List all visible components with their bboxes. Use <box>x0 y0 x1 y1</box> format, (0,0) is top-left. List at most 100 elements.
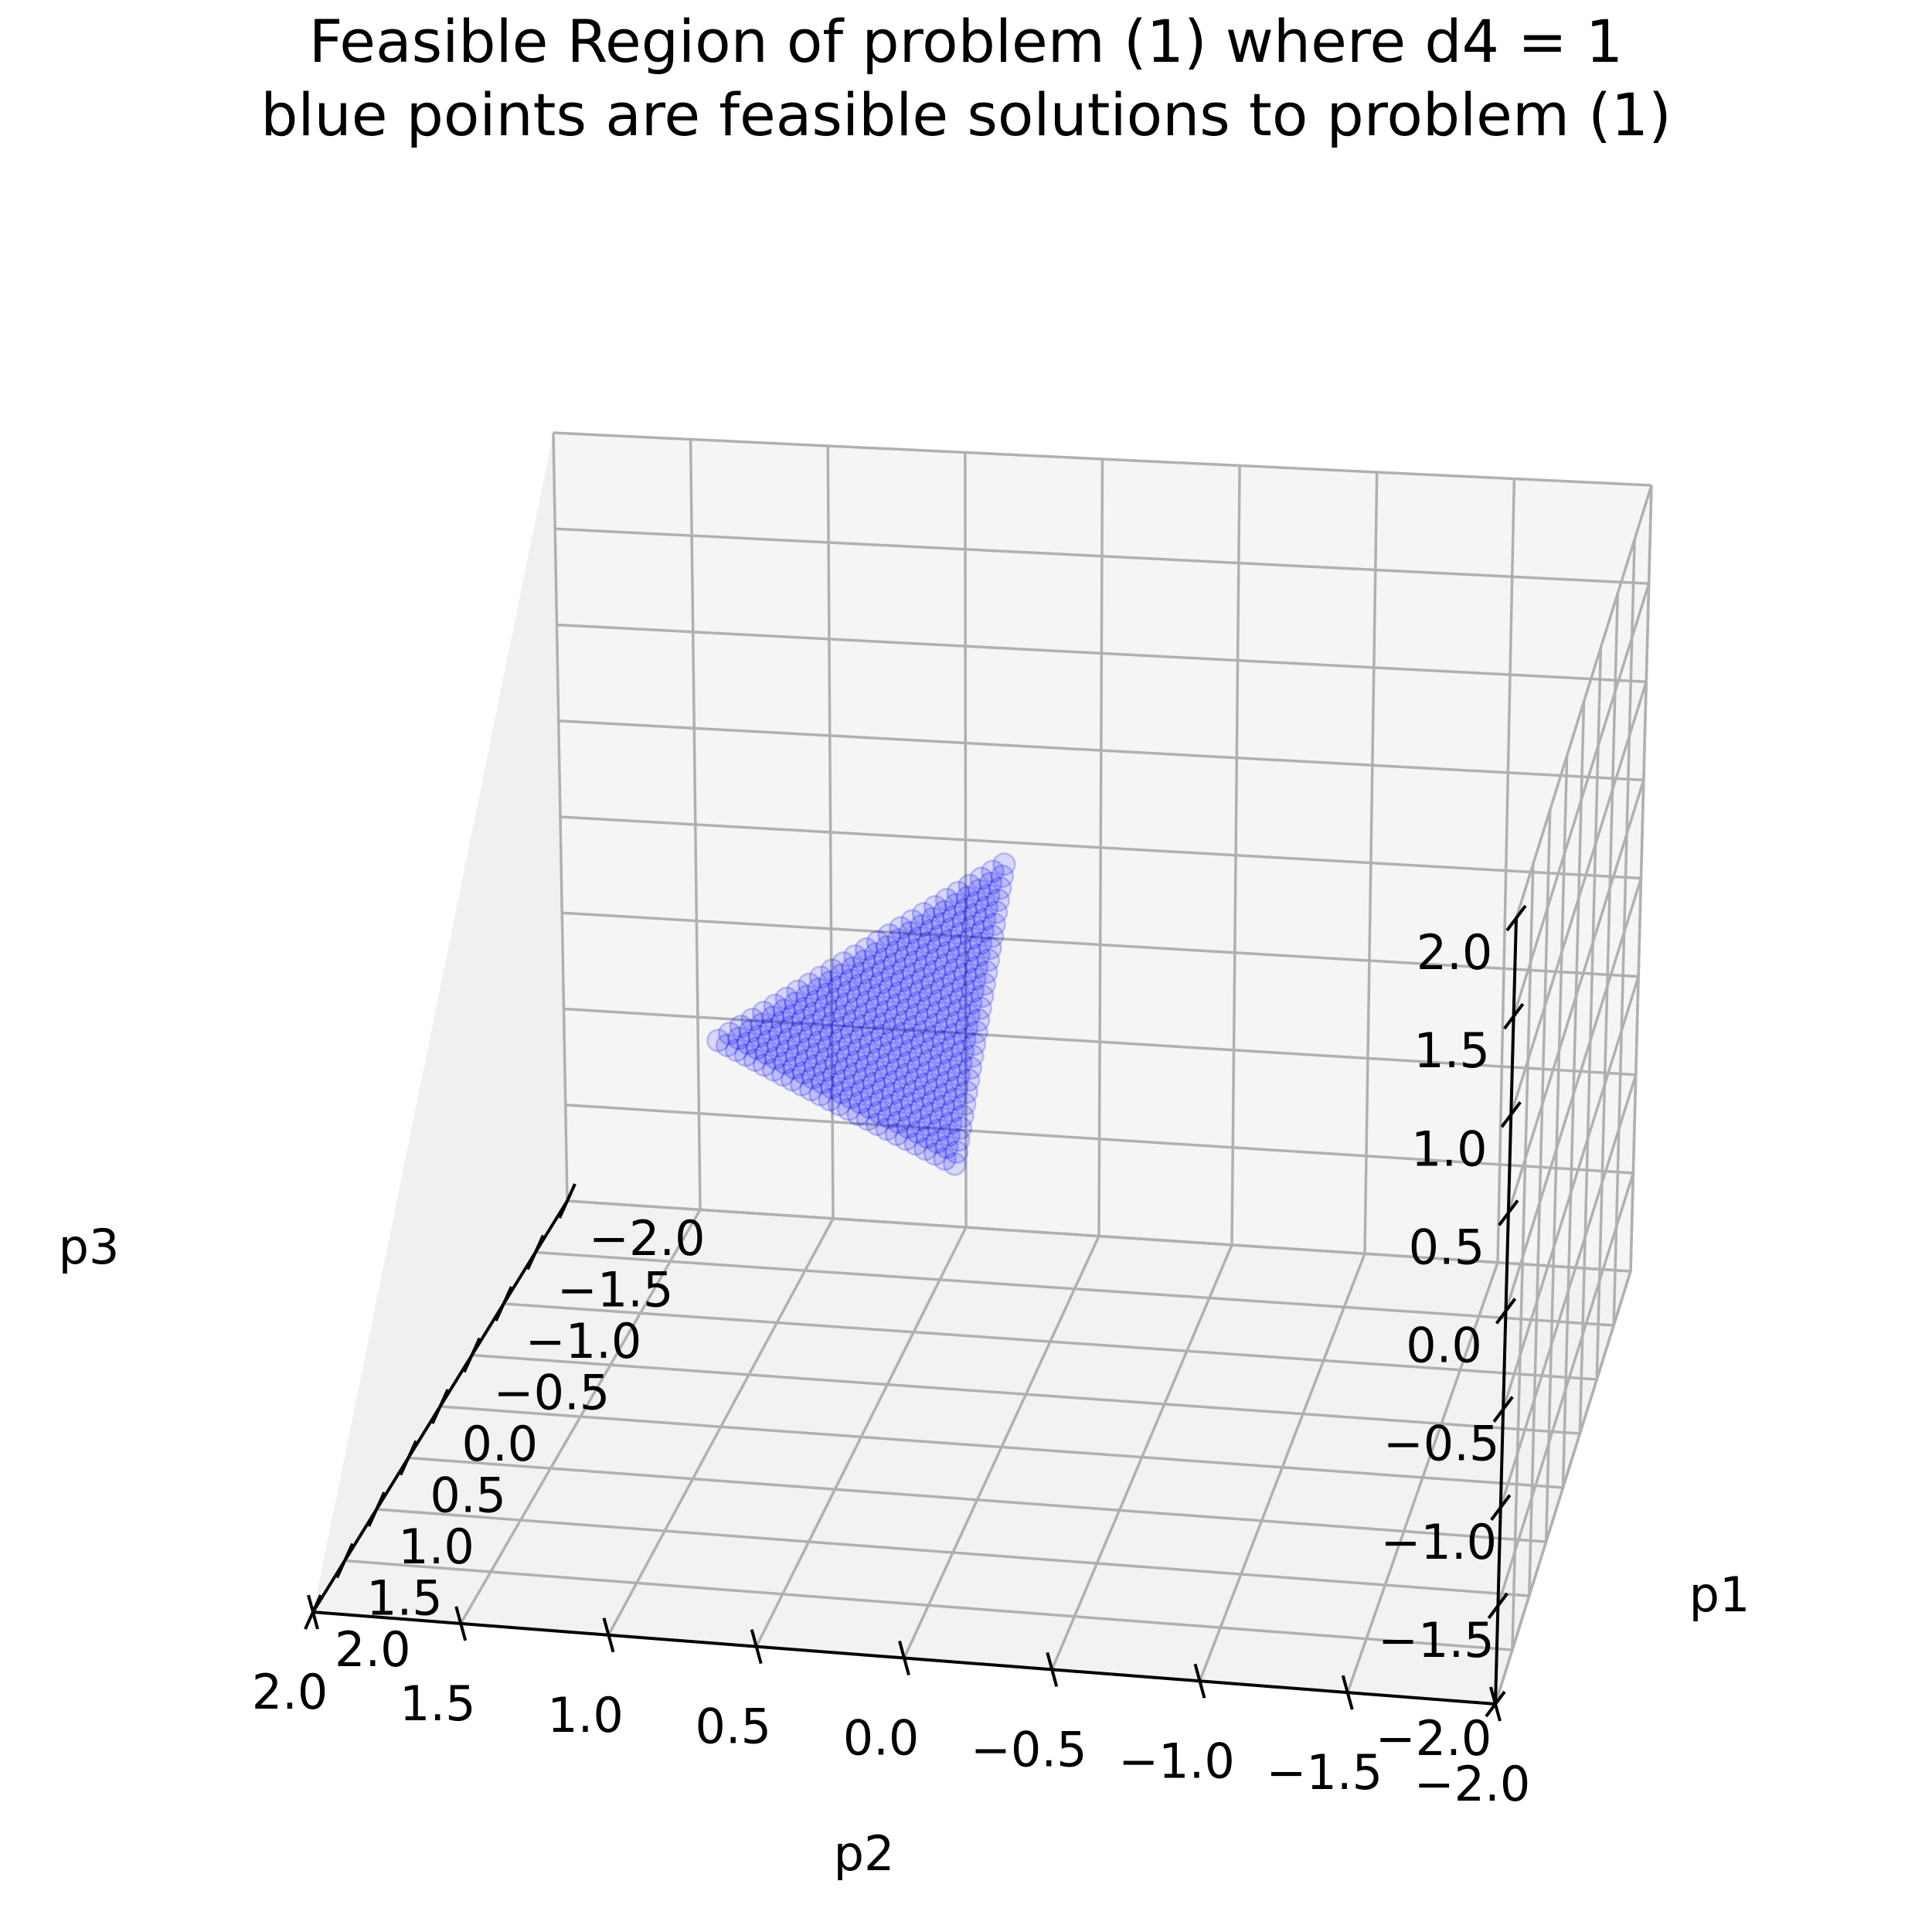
feasible-point <box>852 1066 876 1090</box>
feasible-point <box>832 951 855 975</box>
feasible-point <box>851 1014 876 1038</box>
feasible-point <box>964 1020 988 1044</box>
feasible-point <box>916 1060 940 1084</box>
feasible-point <box>804 989 828 1013</box>
feasible-point <box>852 949 876 973</box>
side-grid-line <box>1515 485 1653 919</box>
feasible-point <box>879 1093 903 1117</box>
feasible-point <box>935 1070 959 1094</box>
feasible-point <box>962 1032 987 1056</box>
floor-grid-line <box>408 1456 1546 1543</box>
floor-grid-line <box>607 1217 835 1636</box>
feasible-point <box>846 1102 870 1127</box>
feasible-point <box>910 913 934 938</box>
feasible-point <box>821 1063 846 1088</box>
z-tick-mark <box>1490 1494 1512 1521</box>
feasible-point <box>801 1066 825 1090</box>
feasible-point <box>943 1152 967 1176</box>
feasible-point <box>781 1003 806 1027</box>
z-tick-label: 2.0 <box>1417 924 1493 981</box>
feasible-point <box>918 1048 942 1073</box>
feasible-point <box>947 998 971 1022</box>
feasible-point <box>958 1056 983 1080</box>
feasible-point <box>914 1007 938 1032</box>
feasible-point <box>961 979 985 1003</box>
z-tick-mark <box>1498 1199 1519 1226</box>
feasible-point <box>747 1024 771 1049</box>
feasible-point <box>818 970 842 995</box>
feasible-point <box>883 1005 908 1029</box>
feasible-point <box>978 871 1003 896</box>
feasible-point <box>957 1003 981 1027</box>
feasible-point <box>885 1057 910 1081</box>
feasible-point <box>953 1027 977 1051</box>
feasible-point <box>909 978 933 1002</box>
feasible-point <box>772 998 797 1022</box>
chart-subtitle: blue points are feasible solutions to pr… <box>260 80 1672 149</box>
feasible-point <box>893 1009 917 1034</box>
feasible-point <box>894 1062 919 1087</box>
feasible-point <box>812 1059 837 1083</box>
feasible-point <box>972 972 996 996</box>
z-tick-mark <box>1503 1002 1525 1030</box>
feasible-point <box>913 1072 938 1097</box>
feasible-point <box>818 1087 842 1111</box>
side-grid-line <box>1504 877 1643 1312</box>
feasible-point <box>942 904 966 929</box>
feasible-point <box>878 975 903 1000</box>
feasible-point <box>806 977 831 1002</box>
feasible-point <box>982 912 1006 937</box>
x-tick-label: 2.0 <box>335 1621 411 1678</box>
y-tick-mark <box>898 1640 910 1676</box>
floor-grid-line <box>440 1405 1563 1489</box>
feasible-point <box>945 945 970 970</box>
feasible-point <box>869 971 893 995</box>
feasible-point <box>751 1000 776 1025</box>
x-tick-mark <box>335 1543 354 1579</box>
feasible-point <box>971 919 995 944</box>
z-axis-title: p3 <box>59 1219 120 1275</box>
feasible-point <box>889 968 914 993</box>
feasible-point <box>927 1053 951 1077</box>
feasible-point <box>868 1036 893 1060</box>
feasible-point <box>859 1083 884 1107</box>
feasible-point <box>884 940 909 964</box>
z-tick-mark <box>1495 1298 1517 1325</box>
feasible-point <box>931 1094 955 1118</box>
feasible-point <box>940 917 964 940</box>
feasible-point <box>849 1090 872 1114</box>
x-tick-mark <box>430 1389 450 1424</box>
feasible-point <box>986 888 1010 913</box>
feasible-point <box>958 991 983 1015</box>
feasible-point <box>847 1037 871 1062</box>
y-tick-label: −2.0 <box>1414 1756 1531 1812</box>
z-tick-label: 1.5 <box>1413 1022 1490 1079</box>
feasible-point <box>826 1039 850 1064</box>
feasible-point <box>862 1006 887 1031</box>
feasible-point <box>782 1056 807 1080</box>
feasible-point <box>779 1015 804 1039</box>
feasible-point <box>838 968 863 992</box>
feasible-point <box>889 1033 913 1058</box>
feasible-point <box>939 1046 964 1070</box>
floor-grid-line <box>344 1559 1513 1651</box>
feasible-point <box>889 1098 913 1122</box>
feasible-point <box>889 916 913 940</box>
feasible-point <box>900 1026 925 1050</box>
feasible-point <box>970 984 995 1009</box>
feasible-point <box>977 883 1001 907</box>
feasible-point <box>917 995 940 1019</box>
feasible-point <box>761 1058 786 1082</box>
feasible-point <box>864 1060 888 1083</box>
feasible-point <box>881 1081 905 1105</box>
feasible-point <box>906 937 930 962</box>
feasible-point <box>784 1044 808 1068</box>
feasible-point <box>951 910 976 934</box>
feasible-point <box>969 866 993 890</box>
feasible-point <box>872 1012 896 1036</box>
feasible-point <box>903 950 927 974</box>
x-tick-label: −1.5 <box>557 1262 674 1318</box>
feasible-point <box>887 1046 911 1070</box>
feasible-point <box>947 1128 971 1152</box>
feasible-point <box>877 1105 901 1129</box>
